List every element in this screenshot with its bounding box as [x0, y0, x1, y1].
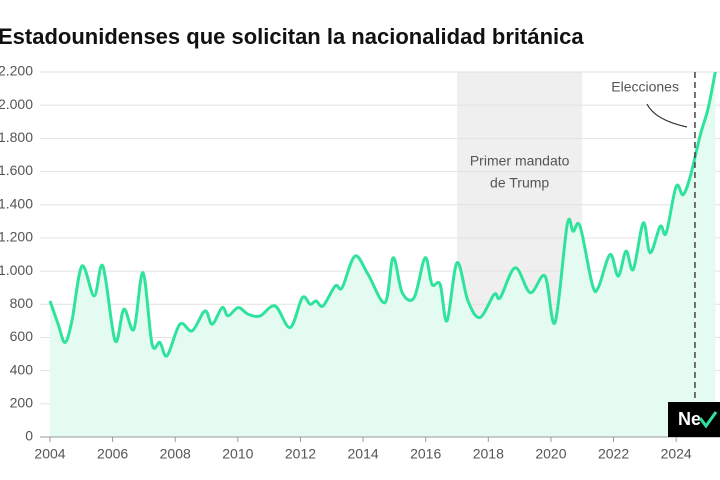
logo: Ne — [678, 409, 701, 429]
y-tick-label: 200 — [10, 395, 34, 411]
x-tick-label: 2004 — [34, 446, 65, 462]
chart-title: Estadounidenses que solicitan la naciona… — [0, 24, 584, 49]
line — [48, 71, 717, 358]
y-tick-label: 1.400 — [0, 195, 33, 211]
x-tick-label: 2018 — [473, 446, 504, 462]
logo-check — [698, 411, 718, 429]
shade-label: de Trump — [490, 175, 549, 191]
x-tick-label: 2008 — [160, 446, 191, 462]
x-tick-label: 2014 — [348, 446, 379, 462]
y-tick-label: 0 — [25, 428, 33, 444]
y-tick-label: 1.200 — [0, 229, 33, 245]
y-tick-label: 2.200 — [0, 63, 33, 79]
event-arrow — [646, 103, 688, 128]
y-tick-label: 1.800 — [0, 129, 33, 145]
y-tick-label: 2.000 — [0, 96, 33, 112]
x-tick-label: 2022 — [598, 446, 629, 462]
area — [50, 72, 716, 437]
shade-label: Primer mandato — [470, 153, 570, 169]
y-tick-label: 1.000 — [0, 262, 33, 278]
x-tick-label: 2012 — [285, 446, 316, 462]
y-tick-label: 600 — [10, 328, 34, 344]
x-tick-label: 2020 — [535, 446, 566, 462]
y-tick-label: 400 — [10, 361, 34, 377]
x-tick-label: 2016 — [410, 446, 441, 462]
x-tick-label: 2006 — [97, 446, 128, 462]
y-tick-label: 1.600 — [0, 162, 33, 178]
event-label: Elecciones — [611, 79, 679, 95]
x-tick-label: 2024 — [661, 446, 692, 462]
y-tick-label: 800 — [10, 295, 34, 311]
x-tick-label: 2010 — [222, 446, 253, 462]
